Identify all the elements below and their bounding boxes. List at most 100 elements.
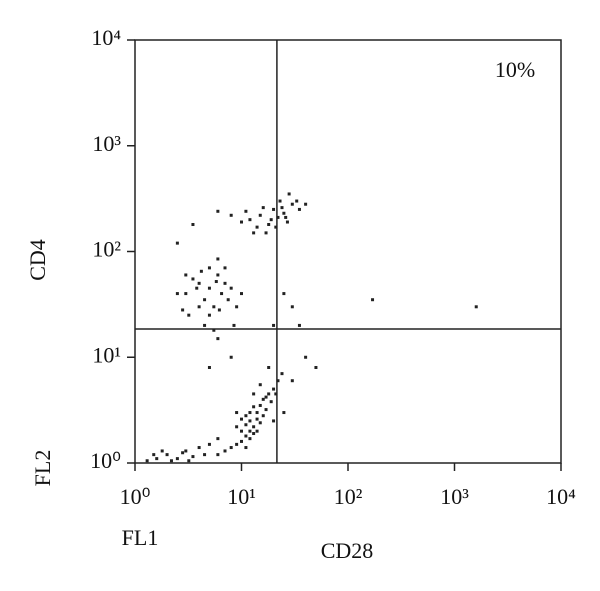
dot — [216, 209, 220, 213]
dot — [152, 453, 156, 457]
dot — [207, 313, 211, 317]
x-tick-label: 10² — [334, 484, 363, 509]
dot — [229, 446, 233, 450]
dot — [285, 220, 289, 224]
dot — [272, 387, 276, 391]
dot — [220, 292, 224, 296]
dot — [229, 286, 233, 290]
dot — [235, 425, 239, 429]
dot — [181, 451, 185, 455]
dot — [248, 437, 252, 441]
dot — [191, 223, 195, 227]
dot — [169, 459, 173, 463]
dot — [258, 383, 262, 387]
dot — [272, 207, 276, 211]
dot — [187, 313, 191, 317]
dot — [216, 273, 220, 277]
dot — [216, 437, 220, 441]
dot — [280, 372, 284, 376]
dot — [284, 215, 288, 219]
dot — [175, 457, 179, 461]
dot — [197, 305, 201, 309]
dot — [290, 379, 294, 383]
dot — [272, 419, 276, 423]
dot — [195, 286, 199, 290]
dot — [187, 459, 191, 463]
dot — [212, 328, 216, 332]
dot — [207, 266, 211, 270]
x-tick-label: 10⁴ — [546, 484, 576, 509]
dot — [244, 446, 248, 450]
dot — [235, 411, 239, 415]
dot — [217, 308, 221, 312]
dot — [207, 442, 211, 446]
dot — [252, 392, 256, 396]
dot — [165, 453, 169, 457]
dot — [267, 223, 271, 227]
dot — [203, 298, 207, 302]
dot — [235, 305, 239, 309]
dot — [184, 292, 188, 296]
dot — [197, 446, 201, 450]
dot — [214, 280, 218, 284]
dot — [282, 411, 286, 415]
dot — [290, 202, 294, 206]
dot — [255, 417, 259, 421]
y-tick-label: 10² — [92, 237, 121, 262]
dot — [216, 257, 220, 261]
dot — [258, 403, 262, 407]
y-tick-label: 10⁴ — [91, 25, 121, 50]
x-axis-label: CD28 — [321, 538, 374, 563]
dot — [244, 209, 248, 213]
dot — [280, 206, 284, 210]
dot — [229, 355, 233, 359]
annotation: 10% — [495, 57, 535, 82]
dot — [264, 395, 268, 399]
dot — [175, 241, 179, 245]
dot — [248, 411, 252, 415]
dot — [240, 292, 243, 296]
dot — [216, 337, 220, 341]
dot — [175, 292, 179, 296]
dot — [269, 218, 273, 222]
x-channel-label: FL1 — [122, 525, 159, 550]
dot — [258, 421, 262, 425]
dot — [272, 323, 276, 327]
dot — [290, 305, 294, 309]
dot — [191, 277, 195, 281]
dot — [282, 211, 286, 215]
dot — [304, 202, 308, 206]
dot — [197, 281, 201, 285]
x-tick-label: 10⁰ — [120, 484, 151, 509]
dot — [207, 365, 211, 369]
dot — [255, 429, 259, 433]
dot — [248, 429, 252, 433]
dot — [264, 408, 268, 412]
dot — [235, 442, 239, 446]
dot — [274, 392, 278, 396]
dot — [287, 192, 291, 196]
y-tick-label: 10¹ — [92, 342, 121, 367]
dot — [181, 308, 185, 312]
dot — [240, 429, 243, 433]
y-tick-label: 10³ — [92, 131, 121, 156]
dot — [244, 423, 248, 427]
dot — [223, 281, 227, 285]
dot — [304, 355, 308, 359]
dot — [240, 439, 243, 443]
dot — [269, 400, 273, 404]
dot — [297, 207, 301, 211]
y-channel-label: FL2 — [30, 450, 55, 487]
dot — [276, 215, 280, 219]
dot — [267, 392, 271, 396]
dot — [252, 432, 256, 436]
dot — [229, 213, 233, 217]
dot — [314, 365, 318, 369]
dot — [248, 218, 252, 222]
dot — [261, 397, 265, 401]
dot — [207, 286, 211, 290]
x-tick-label: 10¹ — [227, 484, 256, 509]
dot — [145, 459, 149, 463]
y-axis-label: CD4 — [25, 239, 50, 281]
dot — [474, 305, 478, 309]
